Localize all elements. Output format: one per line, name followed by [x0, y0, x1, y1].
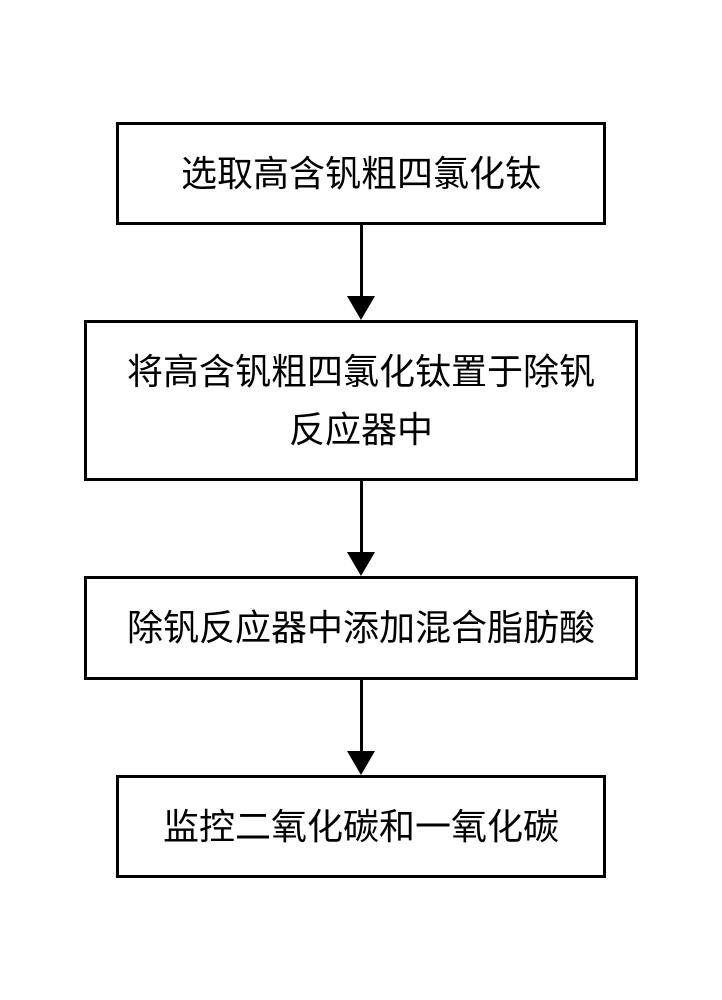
- flowchart-step-3-label: 除钒反应器中添加混合脂肪酸: [127, 599, 595, 657]
- flowchart-step-1-label: 选取高含钒粗四氯化钛: [181, 145, 541, 203]
- flowchart-step-2-label: 将高含钒粗四氯化钛置于除钒反应器中: [117, 343, 605, 458]
- flowchart-container: 选取高含钒粗四氯化钛 将高含钒粗四氯化钛置于除钒反应器中 除钒反应器中添加混合脂…: [84, 122, 638, 879]
- arrow-head-icon: [347, 751, 375, 775]
- arrow-head-icon: [347, 552, 375, 576]
- flowchart-step-2: 将高含钒粗四氯化钛置于除钒反应器中: [84, 320, 638, 481]
- arrow-head-icon: [347, 296, 375, 320]
- arrow-line-icon: [360, 225, 363, 296]
- arrow-line-icon: [360, 481, 363, 552]
- flowchart-step-3: 除钒反应器中添加混合脂肪酸: [84, 576, 638, 680]
- flowchart-step-4-label: 监控二氧化碳和一氧化碳: [163, 798, 559, 856]
- flowchart-step-1: 选取高含钒粗四氯化钛: [116, 122, 606, 226]
- flowchart-arrow-2: [347, 481, 375, 576]
- flowchart-arrow-1: [347, 225, 375, 320]
- arrow-line-icon: [360, 680, 363, 751]
- flowchart-arrow-3: [347, 680, 375, 775]
- flowchart-step-4: 监控二氧化碳和一氧化碳: [116, 775, 606, 879]
